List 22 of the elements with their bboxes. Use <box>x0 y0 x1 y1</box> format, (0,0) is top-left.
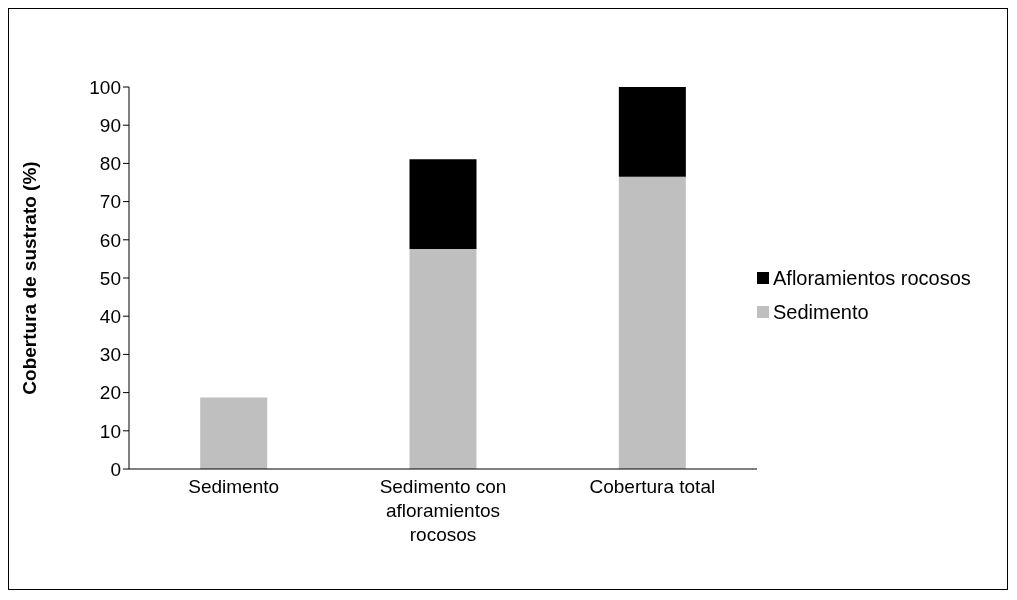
y-tick-label: 90 <box>99 114 121 136</box>
bar <box>409 248 477 469</box>
y-tick-label: 80 <box>99 153 121 175</box>
y-tick-label: 10 <box>99 420 121 442</box>
y-tick-label: 40 <box>99 305 121 327</box>
bar <box>200 397 268 469</box>
legend-label: Sedimento <box>773 300 869 325</box>
x-tick-label: Cobertura total <box>589 476 716 497</box>
y-tick-label: 0 <box>110 458 121 480</box>
y-axis-title: Cobertura de sustrato (%) <box>18 161 40 395</box>
y-tick-label: 50 <box>99 267 121 289</box>
bar <box>618 87 686 177</box>
legend-label: Afloramientos rocosos <box>773 266 971 291</box>
y-tick-label: 70 <box>99 191 121 213</box>
y-tick-label: 60 <box>99 229 121 251</box>
bar <box>409 159 477 249</box>
y-tick-label: 100 <box>89 76 121 98</box>
x-tick-label: Sedimento <box>188 476 280 497</box>
bar <box>618 176 686 469</box>
y-tick-label: 20 <box>99 382 121 404</box>
x-tick-label: Sedimento con afloramientos rocosos <box>379 476 507 545</box>
y-tick-label: 30 <box>99 344 121 366</box>
